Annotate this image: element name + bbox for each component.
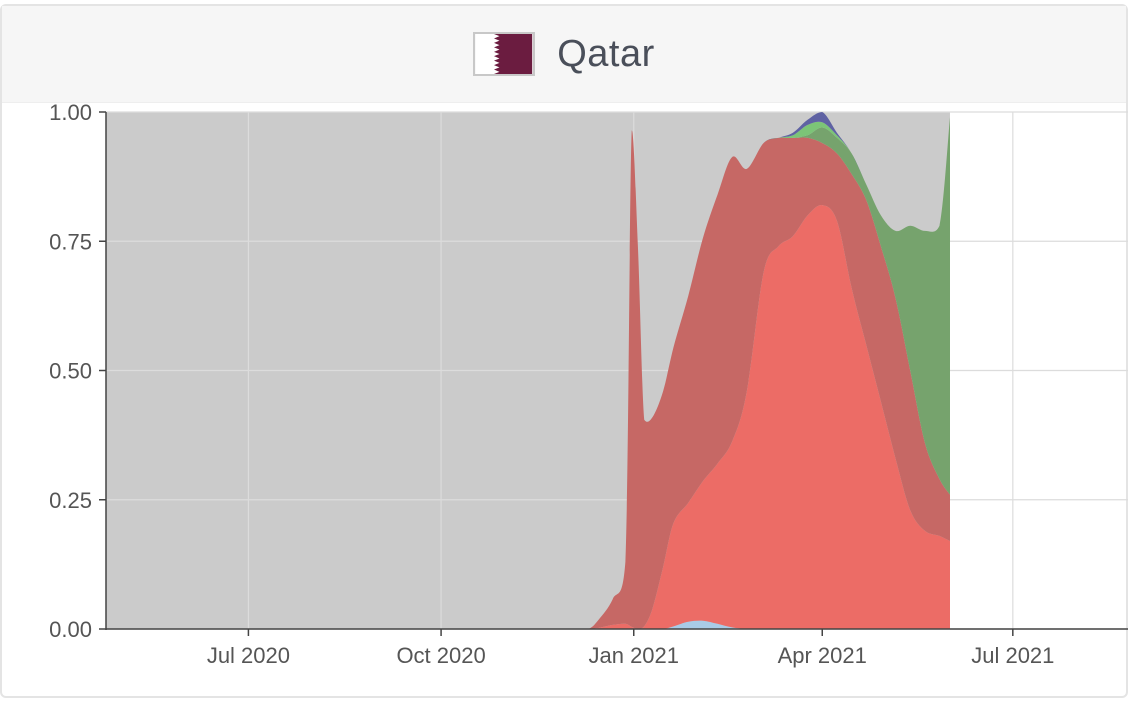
country-title: Qatar bbox=[557, 32, 655, 75]
area-series-2 bbox=[106, 205, 950, 629]
qatar-flag-icon bbox=[473, 32, 536, 76]
y-tick-label: 0.25 bbox=[49, 488, 92, 513]
area-series-3 bbox=[106, 130, 950, 629]
card-header: Qatar bbox=[2, 6, 1126, 103]
x-tick-label: Jan 2021 bbox=[588, 643, 679, 668]
x-tick-label: Apr 2021 bbox=[778, 643, 867, 668]
x-tick-label: Oct 2020 bbox=[396, 643, 485, 668]
y-tick-label: 0.50 bbox=[49, 359, 92, 384]
y-tick-label: 0.00 bbox=[49, 617, 92, 642]
x-tick-label: Jul 2020 bbox=[207, 643, 290, 668]
y-tick-label: 0.75 bbox=[49, 229, 92, 254]
y-tick-label: 1.00 bbox=[49, 100, 92, 125]
x-tick-label: Jul 2021 bbox=[971, 643, 1054, 668]
